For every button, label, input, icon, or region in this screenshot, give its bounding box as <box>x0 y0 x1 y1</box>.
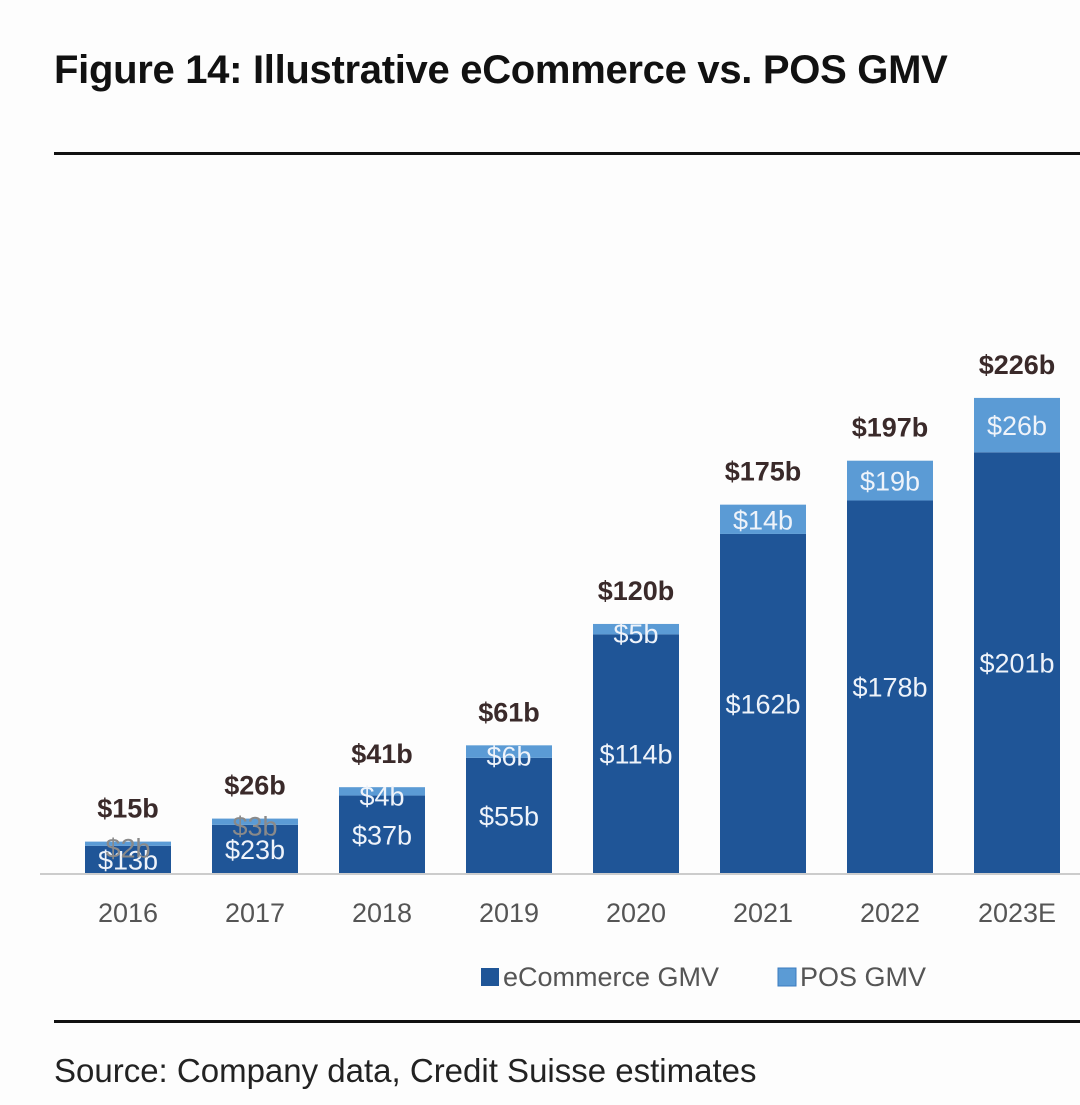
label-pos-2018: $4b <box>359 781 404 811</box>
x-tick-2021: 2021 <box>733 898 793 928</box>
x-tick-2017: 2017 <box>225 898 285 928</box>
stacked-bar-chart: $13b$2b $15b 2016 $23b$3b $26b 2017 $37b $4b $41… <box>40 350 1080 992</box>
bar-ecommerce-2016 <box>85 845 171 873</box>
label-pos-2022: $19b <box>860 467 920 497</box>
bar-pos-2016 <box>85 841 171 846</box>
bar-pos-2019 <box>466 745 552 758</box>
label-ecommerce-2016: $13b <box>98 845 158 875</box>
bar-ecommerce-2021 <box>720 533 806 873</box>
x-tick-2018: 2018 <box>352 898 412 928</box>
label-total-2022: $197b <box>852 413 929 443</box>
bar-pos-2020 <box>593 623 679 635</box>
label-total-2017: $26b <box>224 771 286 801</box>
label-total-2016: $15b <box>97 794 159 824</box>
x-tick-2016: 2016 <box>98 898 158 928</box>
x-tick-2022: 2022 <box>860 898 920 928</box>
bar-ecommerce-2020 <box>593 634 679 873</box>
x-tick-2019: 2019 <box>479 898 539 928</box>
label-total-2021: $175b <box>725 457 802 487</box>
label-pos-2021: $14b <box>733 505 793 535</box>
label-pos-2017: $3b <box>232 812 277 842</box>
label-total-2023E: $226b <box>979 350 1056 380</box>
legend-label-ecommerce: eCommerce GMV <box>503 962 719 992</box>
figure-title: Figure 14: Illustrative eCommerce vs. PO… <box>54 48 948 92</box>
bar-ecommerce-2023E <box>974 452 1060 873</box>
bar-pos-2022 <box>847 460 933 501</box>
bar-ecommerce-2019 <box>466 757 552 873</box>
source-note: Source: Company data, Credit Suisse esti… <box>54 1052 757 1089</box>
x-tick-2023E: 2023E <box>978 898 1056 928</box>
label-ecommerce-2022: $178b <box>852 673 927 703</box>
legend-swatch-ecommerce <box>481 968 499 986</box>
label-ecommerce-2023E: $201b <box>979 649 1054 679</box>
bar-pos-2023E <box>974 397 1060 453</box>
label-ecommerce-2021: $162b <box>725 689 800 719</box>
bar-pos-2021 <box>720 504 806 534</box>
legend-label-pos: POS GMV <box>800 962 926 992</box>
top-rule <box>54 152 1080 155</box>
bar-ecommerce-2017 <box>212 824 298 873</box>
label-ecommerce-2017: $23b <box>225 835 285 865</box>
bar-ecommerce-2018 <box>339 795 425 873</box>
bar-pos-2017 <box>212 818 298 825</box>
label-total-2018: $41b <box>351 739 413 769</box>
bar-ecommerce-2022 <box>847 500 933 873</box>
label-total-2019: $61b <box>478 697 540 727</box>
x-tick-2020: 2020 <box>606 898 666 928</box>
bar-pos-2018 <box>339 787 425 796</box>
label-ecommerce-2018: $37b <box>352 820 412 850</box>
label-ecommerce-2020: $114b <box>599 740 672 770</box>
label-pos-2019: $6b <box>486 742 531 772</box>
label-pos-2023E: $26b <box>987 411 1047 441</box>
legend-swatch-pos <box>777 967 797 987</box>
label-pos-2020: $5b <box>613 619 658 649</box>
label-ecommerce-2019: $55b <box>479 801 539 831</box>
bottom-rule <box>54 1020 1080 1023</box>
label-total-2020: $120b <box>598 576 675 606</box>
label-pos-2016: $2b <box>105 834 150 864</box>
